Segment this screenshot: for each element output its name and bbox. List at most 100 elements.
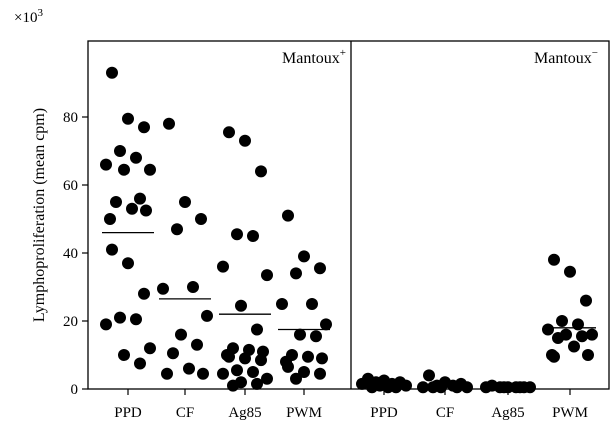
data-point (542, 323, 554, 336)
data-point (276, 298, 288, 310)
data-point (231, 228, 243, 241)
data-point (167, 347, 179, 360)
data-point (227, 379, 239, 392)
data-point (144, 342, 156, 355)
data-point (255, 354, 267, 367)
panel-label: Mantoux− (534, 47, 598, 67)
data-point (298, 366, 310, 378)
data-point (320, 318, 332, 331)
data-point (118, 349, 130, 361)
x-tick-label: PWM (286, 405, 322, 421)
data-point (582, 349, 594, 361)
data-point (423, 369, 435, 382)
data-point (106, 66, 118, 79)
data-point (261, 269, 273, 282)
data-point (247, 366, 259, 378)
data-point (382, 381, 394, 394)
data-point (302, 350, 314, 363)
y-multiplier: ×103 (14, 7, 43, 26)
data-point (138, 121, 150, 134)
data-point (134, 357, 146, 370)
data-point (417, 381, 429, 394)
data-point (316, 352, 328, 365)
data-point (548, 253, 560, 266)
x-tick-label: Ag85 (491, 405, 524, 421)
data-point (400, 379, 412, 392)
data-point (572, 318, 584, 331)
data-point (239, 134, 251, 147)
data-point (314, 367, 326, 380)
data-point (294, 328, 306, 341)
data-point (290, 267, 302, 280)
y-tick-label: 20 (63, 314, 78, 330)
data-point (157, 282, 169, 295)
data-point (235, 299, 247, 312)
y-tick-label: 80 (63, 110, 78, 126)
data-point (144, 163, 156, 176)
data-point (191, 338, 203, 351)
data-point (100, 158, 112, 171)
data-point (282, 360, 294, 373)
data-point (282, 209, 294, 222)
data-point (126, 202, 138, 215)
x-tick-label: PPD (114, 405, 142, 421)
data-point (140, 204, 152, 217)
data-point (251, 323, 263, 336)
data-point (580, 294, 592, 307)
data-point (548, 350, 560, 363)
data-point (114, 145, 126, 157)
x-tick-label: CF (436, 405, 454, 421)
data-point (104, 213, 116, 225)
y-axis-title: Lymphoproliferation (mean cpm) (31, 108, 48, 322)
data-point (556, 315, 568, 327)
data-point (122, 257, 134, 270)
data-point (306, 298, 318, 310)
data-point (134, 192, 146, 205)
data-point (171, 223, 183, 236)
x-tick-label: CF (176, 405, 194, 421)
data-point (106, 243, 118, 256)
data-point (118, 163, 130, 176)
data-point (552, 332, 564, 344)
data-point (138, 287, 150, 300)
x-tick-label: Ag85 (228, 405, 261, 421)
plot-frame (87, 40, 610, 390)
y-tick-label: 60 (63, 178, 78, 194)
y-tick-label: 0 (71, 382, 79, 398)
data-point (564, 265, 576, 278)
data-point (122, 112, 134, 125)
data-point (251, 377, 263, 390)
data-point (568, 340, 580, 353)
data-point (576, 330, 588, 343)
data-point (451, 381, 463, 394)
data-point (195, 213, 207, 225)
data-point (223, 350, 235, 363)
data-point (130, 313, 142, 326)
data-point (290, 372, 302, 385)
data-point (223, 126, 235, 139)
data-point (427, 381, 439, 394)
data-point (197, 367, 209, 380)
data-point (461, 381, 473, 394)
data-point (114, 311, 126, 324)
data-point (179, 196, 191, 208)
data-point (201, 309, 213, 322)
data-point (217, 260, 229, 273)
data-point (183, 362, 195, 375)
data-point (298, 250, 310, 263)
data-point (110, 196, 122, 208)
data-point (261, 372, 273, 385)
data-point (163, 117, 175, 130)
y-tick-label: 40 (63, 246, 78, 262)
data-point (314, 262, 326, 275)
data-point (239, 352, 251, 365)
data-point (255, 165, 267, 178)
data-point (100, 318, 112, 331)
data-point (310, 330, 322, 343)
x-tick-label: PWM (552, 405, 588, 421)
data-point (586, 328, 598, 341)
data-point (130, 151, 142, 164)
data-point (247, 230, 259, 242)
data-point (175, 328, 187, 341)
